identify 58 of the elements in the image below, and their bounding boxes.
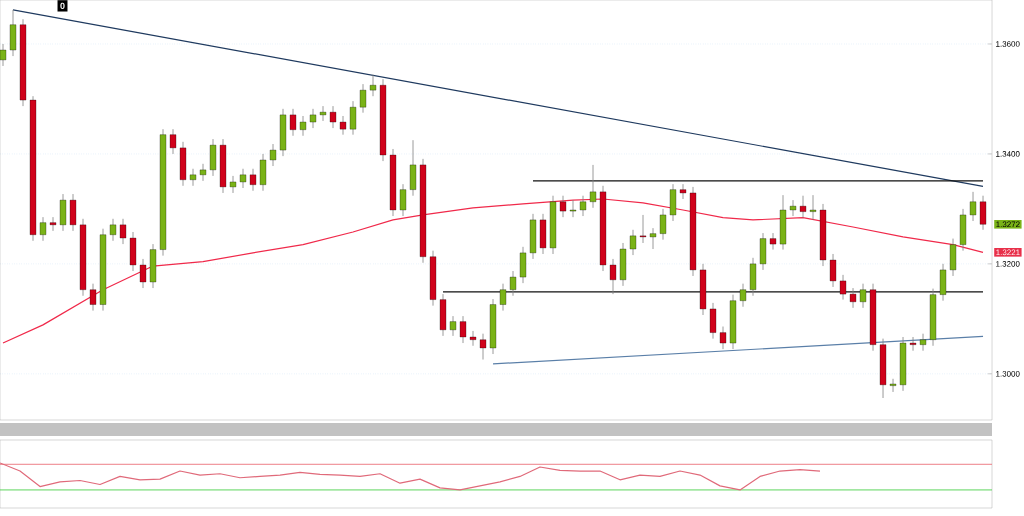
- candlestick: [909, 336, 917, 352]
- candlestick: [969, 191, 977, 222]
- candlestick: [229, 175, 237, 194]
- candlestick: [559, 195, 567, 218]
- candlestick: [789, 199, 797, 217]
- candlestick: [979, 195, 987, 231]
- candlestick: [109, 218, 117, 242]
- candlestick: [639, 214, 647, 244]
- candlestick: [359, 83, 367, 114]
- candlestick: [769, 232, 777, 250]
- candlestick: [629, 229, 637, 256]
- candlestick: [189, 168, 197, 187]
- candlestick: [269, 143, 277, 167]
- candlestick: [0, 43, 7, 67]
- candlestick: [169, 128, 177, 155]
- candlestick: [589, 164, 597, 209]
- candlestick: [919, 333, 927, 352]
- candlestick: [739, 283, 747, 308]
- candlestick: [849, 287, 857, 309]
- candlestick: [459, 315, 467, 344]
- candlestick: [469, 330, 477, 347]
- candlestick: [509, 270, 517, 297]
- candlestick: [579, 195, 587, 217]
- candlestick: [399, 183, 407, 217]
- candlestick: [89, 283, 97, 311]
- candlestick: [719, 326, 727, 350]
- candlestick: [569, 199, 577, 218]
- candlestick: [49, 216, 57, 232]
- candlestick: [339, 115, 347, 136]
- candlestick: [329, 105, 337, 129]
- candlestick: [39, 216, 47, 242]
- candlestick: [199, 163, 207, 182]
- candlestick: [889, 378, 897, 393]
- candlestick: [649, 227, 657, 250]
- candlestick: [299, 115, 307, 137]
- candlestick: [449, 315, 457, 337]
- line-series: [2, 198, 984, 344]
- candlestick: [799, 195, 807, 219]
- candlestick: [479, 333, 487, 360]
- candlestick: [829, 253, 837, 288]
- candlestick: [499, 283, 507, 311]
- candlestick: [369, 74, 377, 97]
- candlestick: [239, 168, 247, 189]
- annotation: 0: [60, 2, 65, 10]
- candlestick: [809, 194, 817, 221]
- candlestick: [309, 108, 317, 129]
- candlestick: [709, 302, 717, 340]
- candlestick: [349, 100, 357, 136]
- candlestick: [319, 105, 327, 122]
- candlestick: [679, 183, 687, 200]
- candlestick: [659, 208, 667, 241]
- candlestick: [139, 258, 147, 289]
- candlestick: [289, 108, 297, 137]
- candlestick: [609, 258, 617, 295]
- candlestick: [839, 274, 847, 301]
- candlestick: [119, 218, 127, 245]
- candlestick: [859, 283, 867, 309]
- candlestick: [249, 168, 257, 192]
